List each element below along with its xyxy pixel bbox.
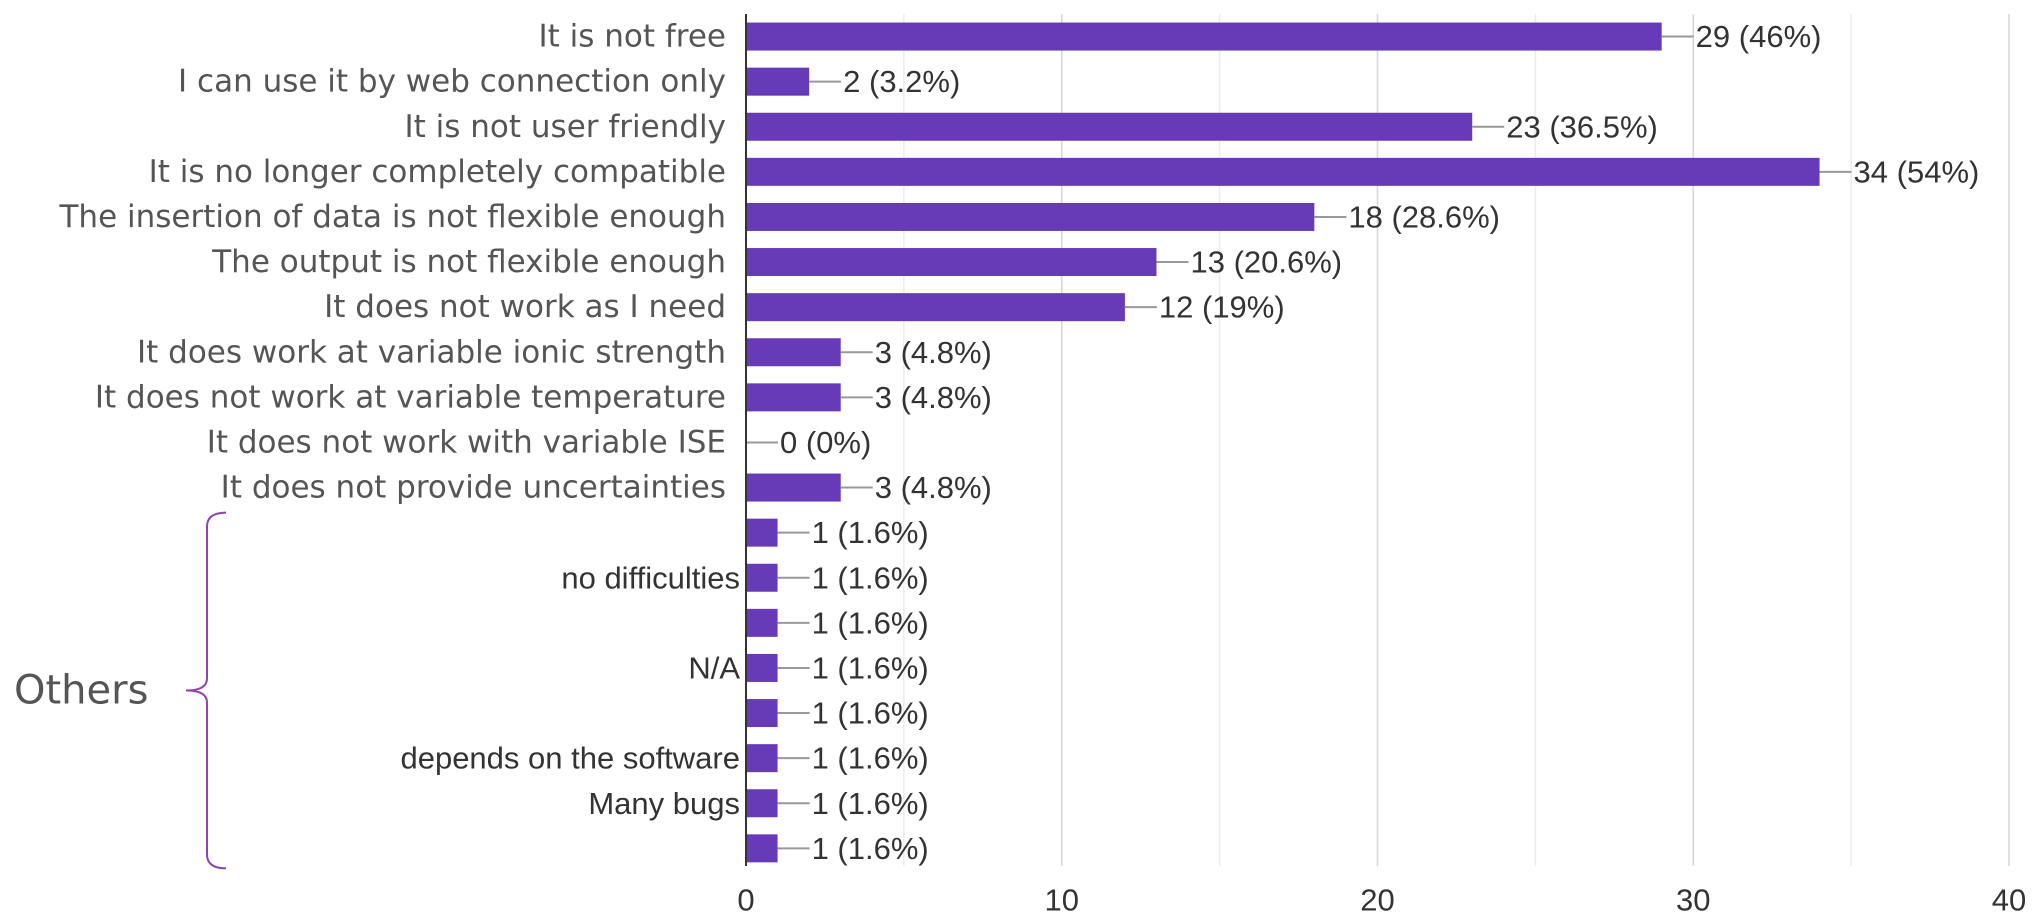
data-label: 1 (1.6%) [812,560,929,595]
bar [746,653,778,682]
bar [746,834,778,863]
bar [746,248,1157,277]
bar [746,518,778,547]
data-label: 1 (1.6%) [812,605,929,640]
bar [746,473,841,502]
x-tick-label: 40 [1992,883,2026,918]
category-label: The insertion of data is not flexible en… [58,199,726,235]
category-label: It is no longer completely compatible [149,154,726,190]
data-label: 1 (1.6%) [812,786,929,821]
data-label: 1 (1.6%) [812,696,929,731]
category-label: It is not user friendly [405,109,727,145]
bar [746,157,1820,186]
category-labels: It is not free I can use it by web connec… [58,19,740,821]
x-tick-label: 30 [1676,883,1710,918]
category-label: I can use it by web connection only [178,64,726,100]
data-labels: 29 (46%) 2 (3.2%) 23 (36.5%) 34 (54%) 18 (28… [780,19,1979,866]
category-label: It does not work as I need [324,289,726,325]
data-label: 2 (3.2%) [843,64,960,99]
data-label: 1 (1.6%) [812,515,929,550]
bar [746,338,841,367]
data-label: 1 (1.6%) [812,650,929,685]
bar [746,112,1473,141]
bar [746,293,1125,322]
category-label: It does work at variable ionic strength [137,334,726,370]
bar [746,383,841,412]
bar [746,699,778,728]
bar [746,563,778,592]
bar [746,744,778,773]
others-brace [185,511,227,870]
data-label: 13 (20.6%) [1190,245,1342,280]
bar [746,202,1315,231]
x-tick-label: 0 [737,883,754,918]
data-label: 3 (4.8%) [875,380,992,415]
grid-lines [903,14,2010,866]
data-label: 12 (19%) [1159,290,1285,325]
data-label: 1 (1.6%) [812,741,929,776]
data-label-connectors [746,35,1852,850]
data-label: 23 (36.5%) [1506,109,1658,144]
category-label: Many bugs [588,786,740,821]
category-label: N/A [688,650,740,685]
category-label: It does not work with variable ISE [207,424,726,460]
bar [746,67,810,96]
x-tick-label: 20 [1360,883,1394,918]
category-label: It does not provide uncertainties [221,470,726,506]
category-label: The output is not flexible enough [211,244,726,280]
x-axis-tick-labels: 0 10 20 30 40 [737,883,2026,918]
data-label: 34 (54%) [1854,154,1980,189]
data-label: 3 (4.8%) [875,335,992,370]
category-label: depends on the software [400,741,740,776]
category-label: It does not work at variable temperature [95,379,726,415]
bar [746,789,778,818]
others-group-label: Others [14,668,148,714]
data-label: 0 (0%) [780,425,871,460]
x-tick-label: 10 [1045,883,1079,918]
category-label: no difficulties [561,560,740,595]
data-label: 1 (1.6%) [812,831,929,866]
bar [746,22,1662,51]
bars [746,22,1820,863]
bar [746,608,778,637]
category-label: It is not free [538,19,726,55]
data-label: 29 (46%) [1696,19,1822,54]
data-label: 18 (28.6%) [1348,199,1500,234]
data-label: 3 (4.8%) [875,470,992,505]
